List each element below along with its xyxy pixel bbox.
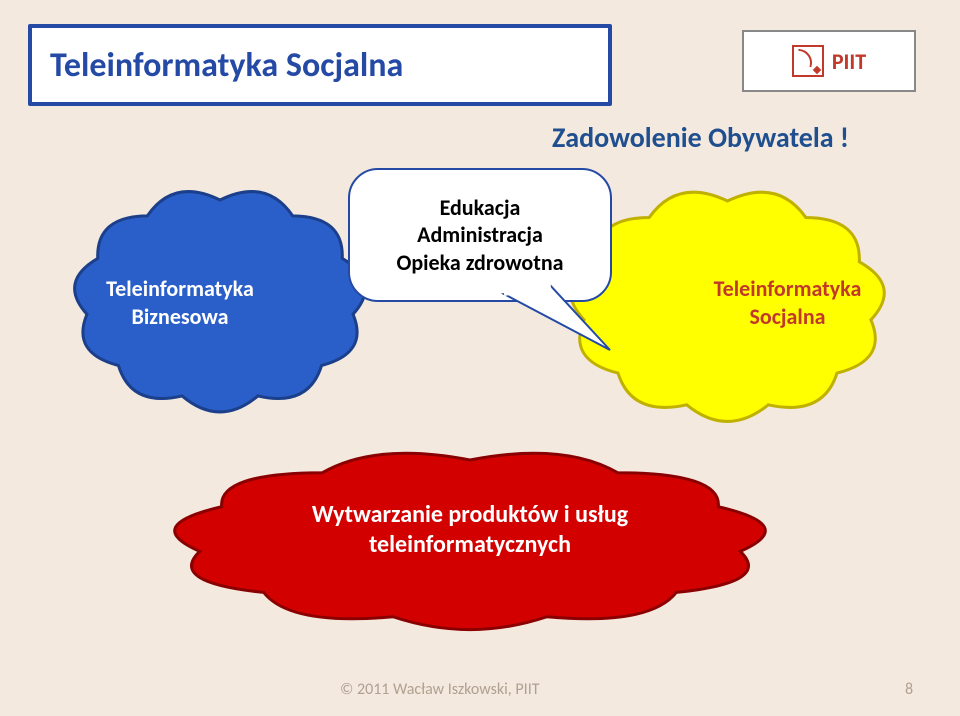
cloud-biznesowa-label: TeleinformatykaBiznesowa — [20, 275, 340, 330]
cloud-wytwarzanie-label: Wytwarzanie produktów i usługteleinforma… — [145, 500, 795, 560]
callout-bubble: Edukacja Administracja Opieka zdrowotna — [348, 168, 612, 302]
cloud-biznesowa: TeleinformatykaBiznesowa — [60, 175, 380, 425]
footer-copyright: © 2011 Wacław Iszkowski, PIIT — [340, 680, 540, 699]
slide-title-box: Teleinformatyka Socjalna — [28, 24, 612, 106]
callout-line-1: Edukacja — [440, 194, 521, 222]
logo-box: PIIT — [742, 30, 916, 92]
logo-text: PIIT — [832, 48, 866, 75]
slide-stage: Teleinformatyka Socjalna PIIT Zadowoleni… — [0, 0, 960, 716]
page-number: 8 — [905, 680, 913, 699]
subtitle-text: Zadowolenie Obywatela ! — [552, 120, 849, 155]
slide-title-text: Teleinformatyka Socjalna — [50, 45, 403, 86]
cloud-socjalna-label: TeleinformatykaSocjalna — [615, 275, 960, 330]
piit-logo-icon — [792, 45, 824, 77]
callout-line-3: Opieka zdrowotna — [396, 249, 563, 277]
callout-line-2: Administracja — [417, 221, 543, 249]
cloud-wytwarzanie: Wytwarzanie produktów i usługteleinforma… — [145, 440, 795, 640]
